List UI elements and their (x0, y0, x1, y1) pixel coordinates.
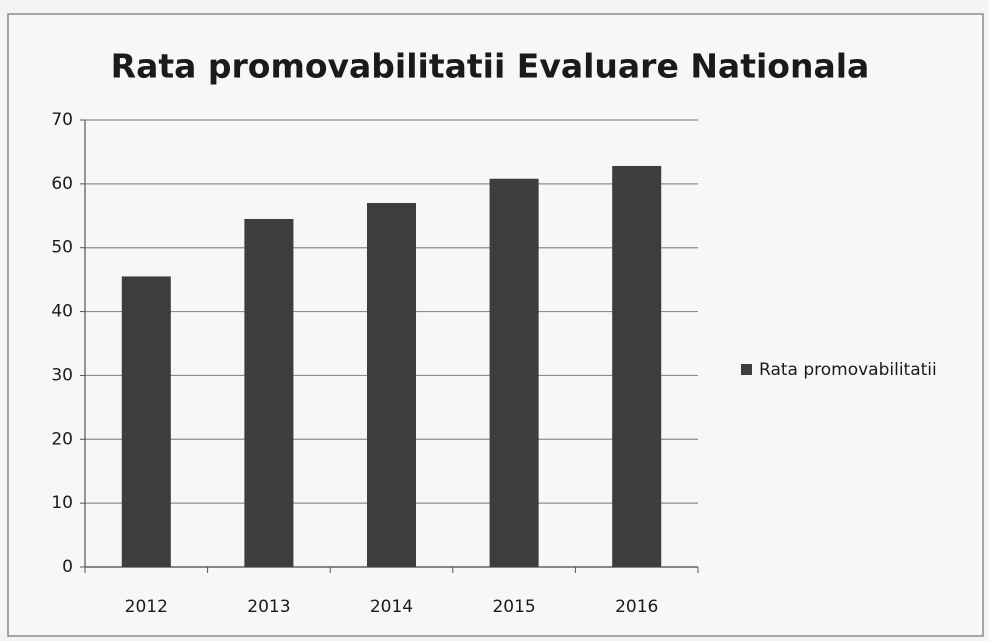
bar (366, 203, 417, 567)
y-tick-label: 40 (51, 302, 73, 322)
bar (121, 276, 171, 567)
x-tick-label: 2015 (492, 597, 535, 617)
y-tick-label: 0 (62, 557, 73, 577)
bar (612, 165, 662, 567)
y-tick-label: 30 (51, 365, 73, 385)
x-tick-label: 2012 (125, 597, 168, 617)
y-tick-label: 10 (51, 493, 73, 513)
y-tick-label: 20 (51, 429, 73, 449)
bar (489, 178, 539, 567)
x-tick-label: 2014 (370, 597, 413, 617)
chart-title: Rata promovabilitatii Evaluare Nationala (111, 47, 870, 86)
y-tick-label: 60 (51, 174, 73, 194)
x-tick-label: 2013 (247, 597, 290, 617)
bar (244, 218, 294, 567)
legend-swatch (741, 364, 752, 375)
x-tick-label: 2016 (615, 597, 658, 617)
y-tick-label: 50 (51, 238, 73, 258)
y-tick-label: 70 (51, 110, 73, 130)
legend-label: Rata promovabilitatii (759, 360, 937, 380)
